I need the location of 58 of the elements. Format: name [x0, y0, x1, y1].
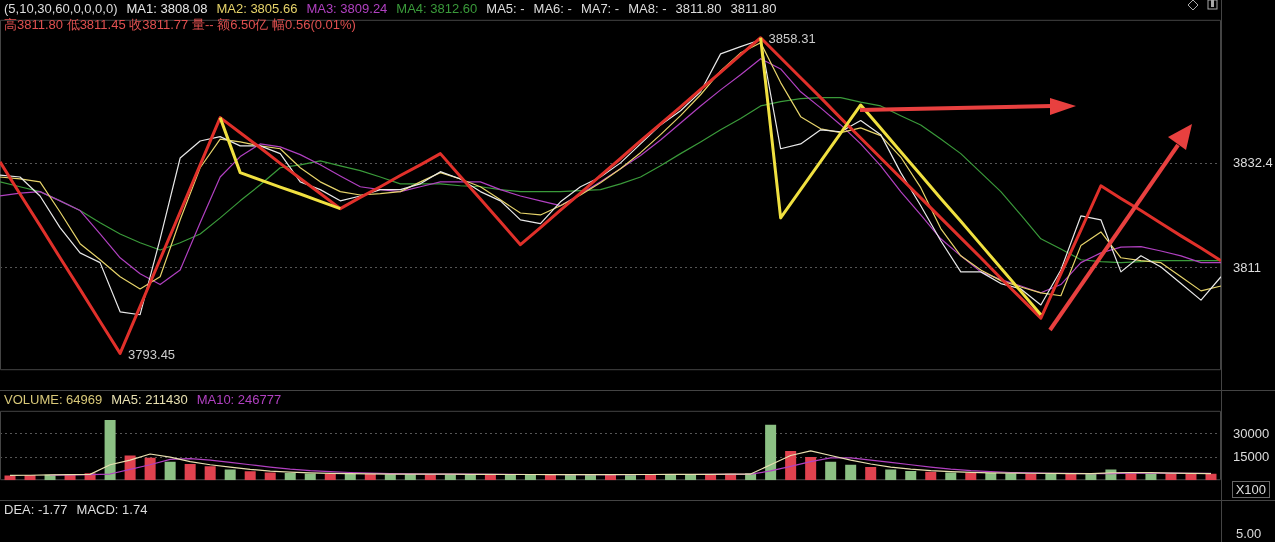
- bar: [1085, 473, 1097, 481]
- annotation: 3793.45: [128, 346, 176, 362]
- bar: [104, 420, 116, 481]
- text: 3811.80: [675, 1, 722, 16]
- text: MA5: 211430: [111, 392, 188, 407]
- bar: [945, 472, 957, 481]
- bar: [845, 464, 857, 481]
- text: MA7: -: [580, 1, 620, 16]
- text: MA8: -: [628, 1, 667, 16]
- series-label: VOLUME: 64969: [4, 392, 103, 407]
- y-tick-label: 30000: [1233, 425, 1270, 441]
- y-tick-label: 3832.4: [1233, 155, 1273, 171]
- text: MA3: 3809.24: [306, 1, 388, 16]
- text: MACD: 1.74: [76, 502, 148, 517]
- bar: [324, 473, 336, 481]
- text: MA6: -: [533, 1, 572, 16]
- bar: [1205, 473, 1217, 481]
- text: 5.00: [1236, 526, 1262, 542]
- bar: [544, 474, 556, 481]
- text: MA5: -: [486, 1, 525, 16]
- bar: [504, 474, 516, 481]
- bar: [925, 471, 937, 481]
- bar: [584, 474, 596, 481]
- bar: [564, 474, 576, 481]
- text: 3811.80: [730, 1, 777, 16]
- chart-subtitle: 高3811.80 低3811.45 收3811.77 量-- 额6.50亿 幅0.56(0.01%): [4, 17, 357, 33]
- bar: [244, 471, 256, 481]
- bar: [805, 457, 817, 481]
- bar: [905, 470, 917, 481]
- text: MA2: 3805.66: [216, 1, 298, 16]
- bar: [1185, 473, 1197, 481]
- chart-title: (5,10,30,60,0,0,0,0): [4, 1, 118, 16]
- bar: [825, 461, 837, 481]
- bar: [885, 469, 897, 481]
- bar: [1065, 473, 1077, 481]
- bar: [284, 473, 296, 481]
- y-tick-label: 15000: [1233, 448, 1270, 464]
- text: MA4: 3812.60: [396, 1, 478, 16]
- bar: [144, 457, 156, 481]
- bar: [625, 474, 637, 481]
- bar: [204, 466, 216, 481]
- bar: [164, 461, 176, 481]
- bar: [865, 467, 877, 481]
- annotation: 3858.31: [768, 31, 816, 47]
- bar: [264, 472, 276, 481]
- y-axis-title: X100: [1231, 481, 1270, 498]
- bar: [224, 469, 236, 481]
- bar: [184, 464, 196, 481]
- bar: [965, 472, 977, 481]
- bar: [344, 474, 356, 481]
- text: DEA: -1.77: [4, 502, 68, 517]
- bar: [1045, 473, 1057, 481]
- text: MA1: 3808.08: [126, 1, 208, 16]
- bar: [765, 424, 777, 481]
- bar: [985, 473, 997, 481]
- bar: [304, 473, 316, 481]
- y-tick-label: 3811: [1233, 259, 1261, 275]
- text: MA10: 246777: [196, 392, 282, 407]
